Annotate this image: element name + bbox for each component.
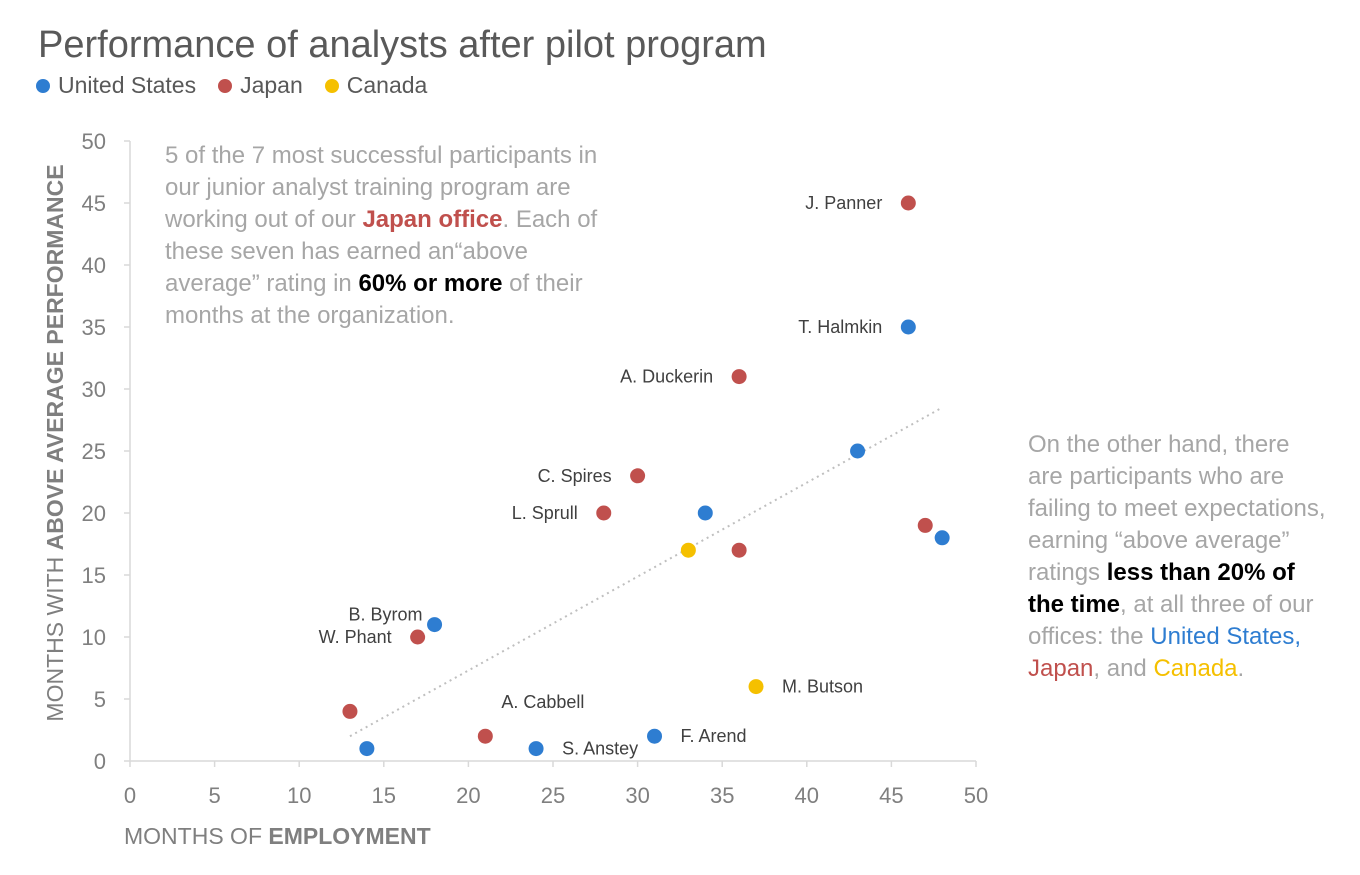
y-tick-label: 35	[82, 315, 106, 340]
data-point-japan	[596, 505, 612, 521]
annotation-top-performers: 5 of the 7 most successful participants …	[165, 140, 625, 332]
x-axis-title-prefix: MONTHS OF	[124, 823, 268, 849]
data-point-japan	[342, 703, 358, 719]
data-point-label: W. Phant	[319, 627, 392, 647]
x-tick-label: 15	[372, 783, 396, 808]
annotation-sixty-percent: 60% or more	[358, 270, 503, 297]
annotation-low-performers: On the other hand, there are participant…	[1028, 429, 1328, 685]
chart-title: Performance of analysts after pilot prog…	[38, 24, 767, 66]
legend-item-japan: Japan	[218, 72, 303, 99]
annotation-low-text-1: On the other hand, there are participant…	[1028, 431, 1326, 586]
annotation-sep: , and	[1093, 655, 1154, 682]
y-axis-title-bold: ABOVE AVERAGE PERFORMANCE	[42, 164, 68, 550]
y-tick-label: 15	[82, 563, 106, 588]
y-tick-label: 0	[94, 749, 106, 774]
legend-marker-japan	[218, 78, 233, 93]
y-tick-label: 25	[82, 439, 106, 464]
annotation-canada: Canada	[1153, 655, 1238, 682]
annotation-low-text-2: , at all three of our offices: the	[1028, 591, 1314, 650]
x-tick-label: 5	[208, 783, 220, 808]
data-point-united-states	[850, 443, 866, 459]
legend-label-canada: Canada	[346, 72, 428, 98]
data-point-canada	[748, 679, 764, 695]
data-point-label: T. Halmkin	[798, 317, 882, 337]
data-point-label: A. Duckerin	[620, 367, 713, 387]
data-point-label: F. Arend	[681, 726, 747, 746]
data-point-united-states	[528, 741, 544, 757]
annotation-less-than-20: less than 20% of the time	[1028, 559, 1295, 618]
data-point-united-states	[934, 530, 950, 546]
annotation-japan-office: Japan office	[362, 206, 503, 233]
x-axis-title: MONTHS OF EMPLOYMENT	[124, 823, 431, 849]
legend: United States Japan Canada	[36, 72, 427, 99]
legend-marker-united-states	[36, 78, 50, 93]
data-point-label: B. Byrom	[349, 605, 423, 625]
data-point-united-states	[900, 319, 916, 335]
data-point-label: M. Butson	[782, 677, 863, 697]
data-point-label: L. Sprull	[512, 503, 578, 523]
x-tick-label: 0	[124, 783, 136, 808]
y-tick-label: 5	[94, 687, 106, 712]
y-axis-title: MONTHS WITH ABOVE AVERAGE PERFORMANCE	[42, 164, 68, 721]
legend-label-japan: Japan	[240, 72, 303, 98]
data-point-united-states	[427, 617, 443, 633]
y-tick-label: 20	[82, 501, 106, 526]
data-point-united-states	[647, 728, 663, 744]
x-tick-label: 50	[964, 783, 988, 808]
data-point-japan	[477, 728, 493, 744]
data-point-japan	[900, 195, 916, 211]
annotation-top-text-3: of their months at the organization.	[165, 270, 583, 329]
x-tick-label: 45	[879, 783, 903, 808]
x-tick-label: 40	[795, 783, 819, 808]
data-point-japan	[731, 369, 747, 385]
data-point-label: J. Panner	[805, 193, 882, 213]
data-point-label: A. Cabbell	[501, 692, 584, 712]
data-point-canada	[680, 542, 696, 558]
legend-marker-canada	[324, 78, 339, 93]
annotation-japan: Japan	[1028, 655, 1094, 682]
legend-label-united-states: United States	[58, 72, 197, 98]
data-point-label: C. Spires	[538, 466, 612, 486]
x-tick-label: 20	[456, 783, 480, 808]
annotation-end: .	[1237, 655, 1245, 682]
legend-item-united-states: United States	[36, 72, 196, 99]
annotation-top-text-1: 5 of the 7 most successful participants …	[165, 142, 598, 233]
data-point-japan	[410, 629, 426, 645]
y-tick-label: 30	[82, 377, 106, 402]
y-tick-label: 10	[82, 625, 106, 650]
data-point-label: S. Anstey	[562, 739, 638, 759]
x-tick-label: 30	[625, 783, 649, 808]
data-point-japan	[917, 517, 933, 533]
data-point-japan	[630, 468, 646, 484]
data-point-united-states	[697, 505, 713, 521]
x-axis-title-bold: EMPLOYMENT	[268, 823, 430, 849]
annotation-united-states: United States,	[1150, 623, 1302, 650]
data-point-japan	[731, 542, 747, 558]
y-tick-label: 50	[82, 129, 106, 154]
y-tick-label: 45	[82, 191, 106, 216]
x-tick-label: 35	[710, 783, 734, 808]
x-tick-label: 10	[287, 783, 311, 808]
data-point-united-states	[359, 741, 375, 757]
x-tick-label: 25	[541, 783, 565, 808]
y-tick-label: 40	[82, 253, 106, 278]
trendline	[349, 406, 943, 738]
y-axis-title-prefix: MONTHS WITH	[42, 550, 68, 721]
annotation-top-text-2: . Each of these seven has earned an“abov…	[165, 206, 598, 297]
legend-item-canada: Canada	[324, 72, 428, 99]
